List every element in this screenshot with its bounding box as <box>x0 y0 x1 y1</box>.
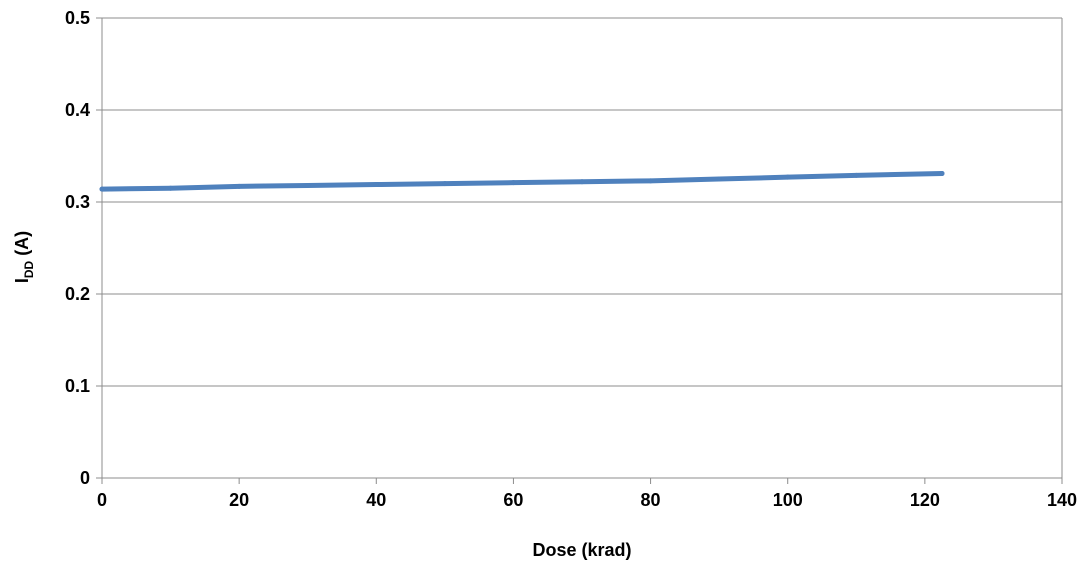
x-tick-label: 40 <box>366 490 386 510</box>
x-tick-label: 140 <box>1047 490 1077 510</box>
axes <box>96 17 1063 484</box>
y-tick-label: 0.5 <box>65 8 90 28</box>
y-tick-label: 0.4 <box>65 100 90 120</box>
x-tick-label: 120 <box>910 490 940 510</box>
tick-labels: 0 0.1 0.2 0.3 0.4 0.5 0 20 40 60 80 100 120 140 <box>65 8 1077 510</box>
y-tick-label: 0.1 <box>65 376 90 396</box>
data-point <box>168 185 174 191</box>
data-point <box>442 181 448 187</box>
y-axis-title-main: I <box>12 278 32 283</box>
data-point <box>373 182 379 188</box>
y-axis-title: IDD (A) <box>12 231 36 283</box>
data-series <box>99 170 945 192</box>
data-point <box>99 186 105 192</box>
x-axis-title: Dose (krad) <box>532 540 631 560</box>
data-point <box>785 174 791 180</box>
y-axis-title-subscript: DD <box>22 260 36 278</box>
data-point <box>853 172 859 178</box>
data-point <box>579 179 585 185</box>
x-tick-label: 80 <box>641 490 661 510</box>
x-tick-label: 100 <box>773 490 803 510</box>
y-tick-label: 0 <box>80 468 90 488</box>
y-tick-label: 0.2 <box>65 284 90 304</box>
data-point <box>939 170 945 176</box>
data-point <box>510 180 516 186</box>
grid-lines <box>102 17 1062 387</box>
x-tick-label: 60 <box>503 490 523 510</box>
y-axis-title-suffix: (A) <box>12 231 32 261</box>
data-point <box>648 178 654 184</box>
series-line <box>99 170 945 192</box>
x-tick-label: 0 <box>97 490 107 510</box>
y-tick-label: 0.3 <box>65 192 90 212</box>
x-tick-label: 20 <box>229 490 249 510</box>
data-point <box>716 176 722 182</box>
data-point <box>305 182 311 188</box>
data-point <box>236 183 242 189</box>
